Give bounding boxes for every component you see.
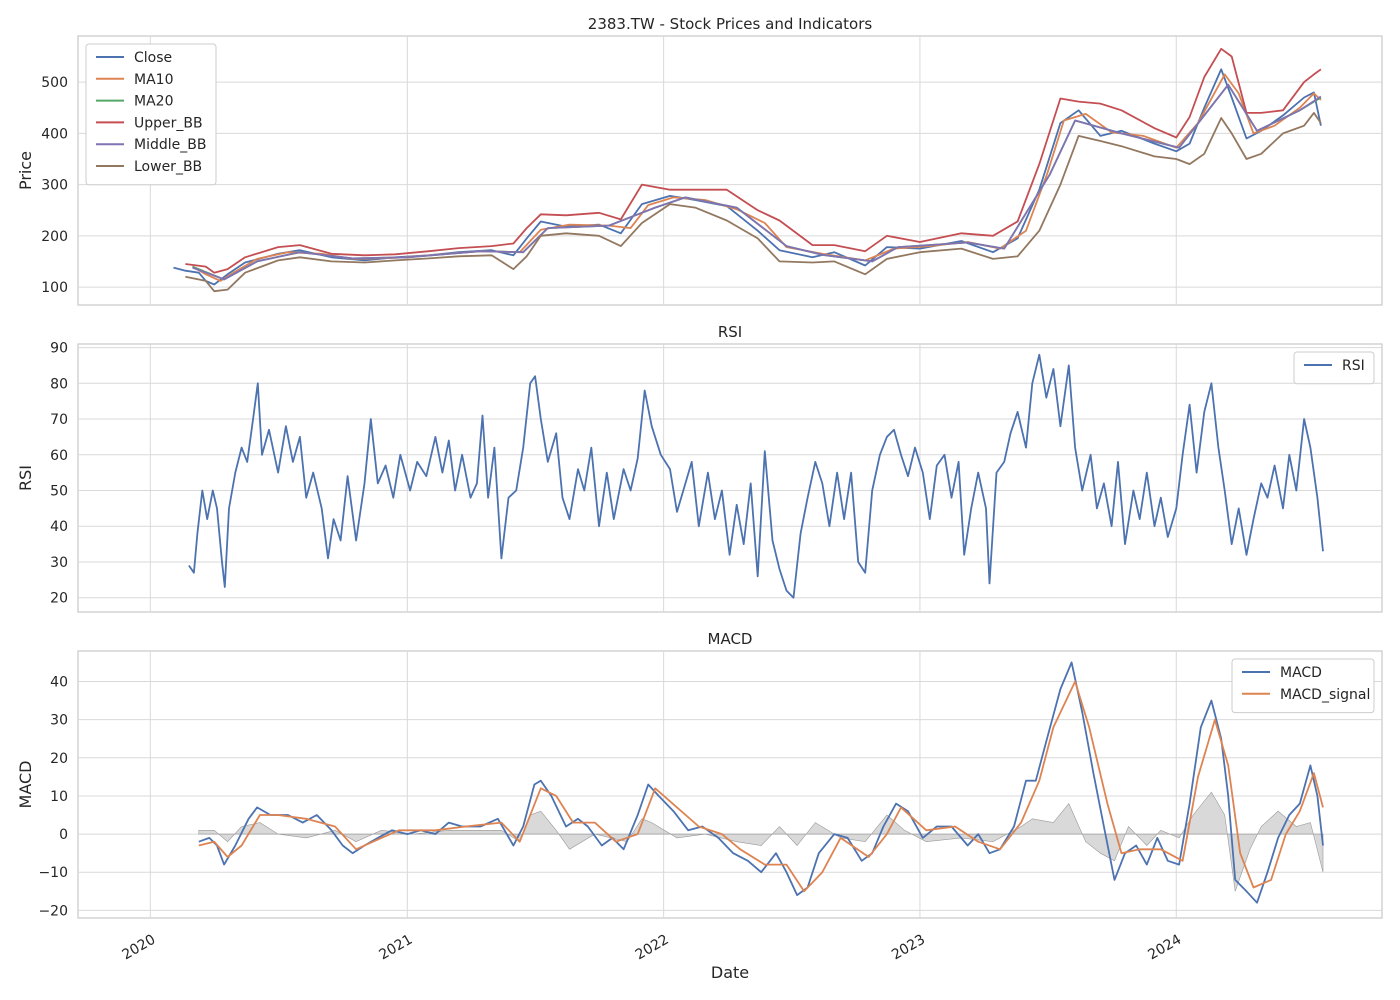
- y-tick-label: 40: [50, 519, 68, 535]
- legend-label-ma10: MA10: [134, 72, 173, 88]
- x-tick-label: 2023: [889, 932, 928, 964]
- series-line-macd-signal: [198, 680, 1324, 893]
- plot-area: [77, 343, 1383, 613]
- panel-title: RSI: [718, 323, 742, 341]
- y-tick-label: 200: [41, 229, 68, 245]
- series-line-rsi: [188, 353, 1324, 599]
- panel-price: 100 200 300 400 500 2383.TW - Stock Prices an…: [16, 15, 1383, 306]
- y-tick-label: 10: [50, 789, 68, 805]
- series-line-macd: [198, 661, 1324, 904]
- y-tick-label: 90: [50, 341, 68, 357]
- x-tick-label: 2022: [633, 932, 672, 964]
- macd-histogram-area: [198, 791, 1324, 892]
- y-tick-label: 30: [50, 713, 68, 729]
- y-axis-label: Price: [16, 151, 35, 190]
- legend-label-macd: MACD: [1280, 665, 1322, 681]
- legend-label-macd-signal: MACD_signal: [1280, 687, 1370, 703]
- series-line-middle-bb: [192, 83, 1322, 281]
- y-tick-label: 500: [41, 75, 68, 91]
- panel-macd: 2020 2021 2022 2023 2024−20−10010203040MACDM…: [16, 630, 1383, 982]
- y-tick-label: 100: [41, 280, 68, 296]
- legend: MACD MACD_signal: [1231, 658, 1375, 714]
- legend-label-middle-bb: Middle_BB: [134, 137, 206, 153]
- y-tick-label: 300: [41, 178, 68, 194]
- y-axis-label: RSI: [16, 465, 35, 491]
- legend-label-upper-bb: Upper_BB: [134, 115, 203, 131]
- legend-frame: [1293, 351, 1375, 385]
- series-line-lower-bb: [185, 112, 1322, 293]
- panel-rsi: 20 30 40 50 60 70 80 90 RSI RSI RSI: [16, 323, 1383, 613]
- plot-area: [77, 650, 1383, 919]
- legend-label-lower-bb: Lower_BB: [134, 159, 202, 175]
- legend: Close MA10 MA20 Upper_BB Middle_BB Lower_BB: [85, 43, 217, 186]
- legend-label-rsi: RSI: [1342, 358, 1365, 374]
- legend-label-close: Close: [134, 50, 172, 66]
- y-axis-label: MACD: [16, 761, 35, 809]
- y-tick-label: 400: [41, 126, 68, 142]
- y-tick-label: 30: [50, 555, 68, 571]
- x-tick-label: 2020: [119, 932, 158, 964]
- panel-title: MACD: [708, 630, 753, 648]
- y-tick-label: 60: [50, 448, 68, 464]
- x-tick-label: 2021: [376, 932, 415, 964]
- legend: RSI: [1293, 351, 1375, 385]
- y-tick-label: 20: [50, 751, 68, 767]
- y-tick-label: 50: [50, 484, 68, 500]
- y-tick-label: 70: [50, 412, 68, 428]
- plot-area: [77, 35, 1383, 306]
- y-tick-label: 40: [50, 675, 68, 691]
- panel-title: 2383.TW - Stock Prices and Indicators: [588, 15, 873, 33]
- y-tick-label: 0: [59, 827, 68, 843]
- legend-label-ma20: MA20: [134, 94, 173, 110]
- x-tick-label: 2024: [1145, 932, 1184, 964]
- y-tick-label: −10: [38, 865, 68, 881]
- y-tick-label: 80: [50, 376, 68, 392]
- y-tick-label: 20: [50, 591, 68, 607]
- y-tick-label: −20: [38, 903, 68, 919]
- x-axis-label: Date: [711, 963, 749, 982]
- series-line-upper-bb: [185, 47, 1322, 274]
